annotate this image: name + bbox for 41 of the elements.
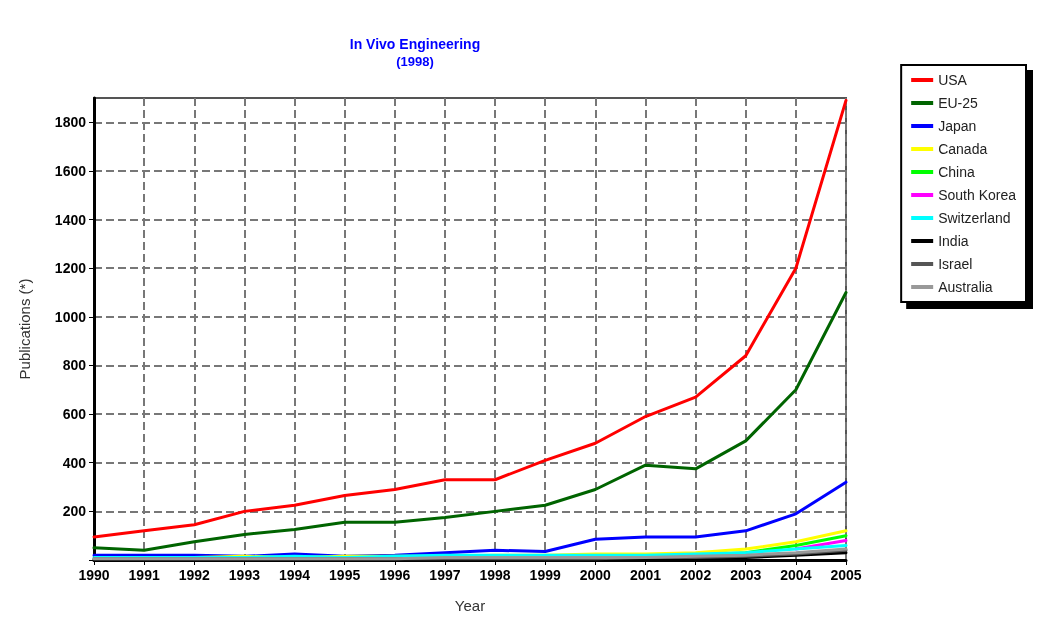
- y-axis-title: Publications (*): [16, 278, 33, 380]
- y-tick-label: 200: [62, 503, 87, 520]
- line-series: [92, 98, 848, 539]
- legend-label: Australia: [938, 279, 993, 295]
- legend-label: EU-25: [938, 95, 979, 111]
- x-tick-label: 2000: [579, 567, 612, 583]
- x-tick-label: 1996: [379, 567, 411, 583]
- x-tick-label: 1990: [78, 567, 110, 583]
- x-tick-label: 2002: [680, 567, 712, 583]
- y-tick-label: 600: [62, 406, 87, 423]
- x-tick-label: 1994: [278, 567, 311, 583]
- y-tick-label: 1000: [54, 308, 87, 325]
- legend-label: Japan: [938, 118, 977, 134]
- y-tick-label: 1400: [54, 211, 87, 228]
- legend-label: Israel: [938, 256, 973, 272]
- x-tick-label: 1999: [529, 567, 561, 583]
- y-tick-label: 1200: [54, 260, 87, 277]
- y-tick-label: 400: [62, 454, 87, 471]
- x-tick-label: 1991: [128, 567, 160, 583]
- x-tick-label: 2005: [830, 567, 862, 583]
- x-tick-label: 2003: [730, 567, 762, 583]
- legend-label: South Korea: [938, 187, 1017, 203]
- x-axis-title: Year: [454, 597, 486, 614]
- x-tick-label: 1993: [228, 567, 261, 583]
- chart-title: In Vivo Engineering: [349, 36, 481, 52]
- y-tick-label: 800: [62, 357, 87, 374]
- chart-subtitle: (1998): [396, 54, 434, 69]
- legend-label: USA: [938, 72, 968, 88]
- y-tick-label: 1600: [54, 162, 87, 179]
- legend-label: Canada: [938, 141, 988, 157]
- legend-label: India: [938, 233, 969, 249]
- legend-label: Switzerland: [938, 210, 1011, 226]
- x-tick-label: 1998: [479, 567, 511, 583]
- x-tick-label: 1995: [329, 567, 361, 583]
- x-tick-label: 1992: [178, 567, 211, 583]
- x-tick-label: 2001: [629, 567, 662, 583]
- legend-label: China: [938, 164, 975, 180]
- line-series: [92, 291, 848, 552]
- x-tick-label: 2004: [780, 567, 812, 583]
- y-tick-label: 1800: [54, 114, 87, 131]
- x-tick-label: 1997: [429, 567, 461, 583]
